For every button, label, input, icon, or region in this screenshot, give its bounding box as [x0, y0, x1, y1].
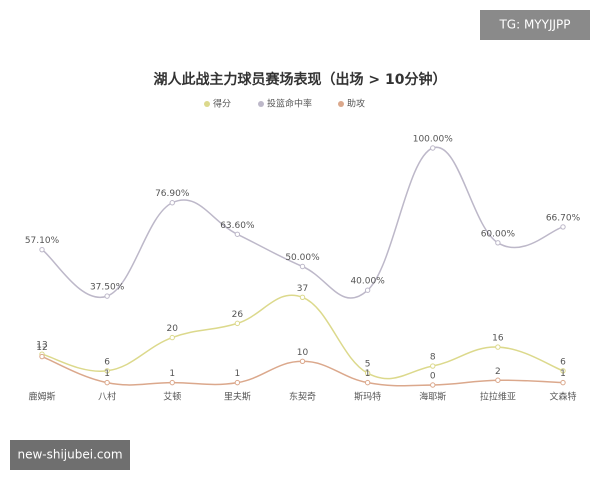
data-point — [169, 334, 175, 341]
data-label: 10 — [297, 348, 309, 358]
x-tick-label: 拉拉维亚 — [480, 391, 516, 403]
legend-marker — [204, 101, 210, 107]
data-label: 1 — [104, 369, 110, 379]
data-point — [299, 294, 306, 301]
data-label: 6 — [560, 357, 566, 367]
data-point — [560, 368, 566, 374]
legend-marker — [258, 101, 264, 107]
data-label: 60.00% — [481, 229, 516, 239]
x-tick-label: 里夫斯 — [224, 391, 251, 403]
x-tick-label: 八村 — [98, 391, 116, 403]
data-point — [495, 240, 501, 246]
data-point — [430, 382, 436, 388]
data-point — [430, 145, 436, 151]
series-line — [41, 294, 564, 380]
data-label: 57.10% — [25, 236, 60, 246]
data-label: 37 — [297, 284, 308, 294]
data-label: 40.00% — [350, 277, 385, 287]
watermark-box — [480, 10, 590, 40]
watermark: new-shijubei.com — [17, 448, 122, 462]
chart-title: 湖人此战主力球员赛场表现（出场 > 10分钟） — [154, 71, 447, 88]
watermark-box — [10, 440, 130, 470]
data-point — [364, 370, 371, 376]
x-tick-label: 艾顿 — [163, 391, 181, 403]
data-label: 6 — [104, 357, 110, 367]
x-tick-label: 海耶斯 — [419, 391, 446, 403]
data-point — [39, 353, 45, 360]
data-label: 5 — [365, 360, 371, 370]
data-point — [364, 379, 371, 386]
data-label: 0 — [430, 372, 436, 382]
data-label: 50.00% — [285, 253, 320, 263]
data-point — [234, 379, 241, 386]
data-point — [169, 200, 175, 206]
data-point — [495, 377, 501, 383]
data-label: 1 — [235, 369, 241, 379]
data-label: 20 — [167, 324, 179, 334]
data-label: 100.00% — [413, 135, 453, 145]
data-point — [104, 293, 110, 299]
legend-marker — [338, 101, 344, 107]
legend-label: 得分 — [213, 98, 231, 110]
data-label: 63.60% — [220, 221, 255, 231]
data-label: 1 — [365, 369, 371, 379]
data-point — [39, 246, 45, 253]
data-label: 76.90% — [155, 189, 190, 199]
data-label: 26 — [232, 310, 244, 320]
data-point — [495, 344, 501, 350]
data-point — [104, 379, 110, 386]
data-point — [169, 379, 175, 386]
data-point — [299, 263, 306, 270]
data-point — [234, 320, 241, 327]
data-point — [430, 363, 436, 369]
x-tick-label: 斯玛特 — [354, 391, 381, 403]
series-line — [41, 146, 564, 299]
data-point — [560, 379, 566, 386]
data-point — [104, 368, 110, 374]
data-point — [560, 224, 566, 230]
legend-label: 投篮命中率 — [267, 98, 312, 110]
data-label: 1 — [560, 369, 566, 379]
x-tick-label: 文森特 — [549, 391, 576, 403]
data-label: 2 — [495, 367, 501, 377]
data-label: 1 — [169, 369, 175, 379]
data-point — [364, 287, 371, 293]
data-label: 16 — [492, 334, 504, 344]
data-label: 66.70% — [546, 213, 581, 223]
x-tick-label: 鹿姆斯 — [28, 391, 55, 403]
data-point — [299, 358, 306, 364]
data-label: 12 — [36, 343, 47, 353]
data-label: 8 — [430, 353, 436, 363]
data-label: 37.50% — [90, 283, 125, 293]
data-label: 13 — [36, 341, 47, 351]
data-point — [234, 231, 241, 237]
x-tick-label: 东契奇 — [289, 391, 316, 403]
legend-label: 助攻 — [347, 98, 365, 110]
watermark: TG: MYYJJPP — [498, 18, 570, 32]
